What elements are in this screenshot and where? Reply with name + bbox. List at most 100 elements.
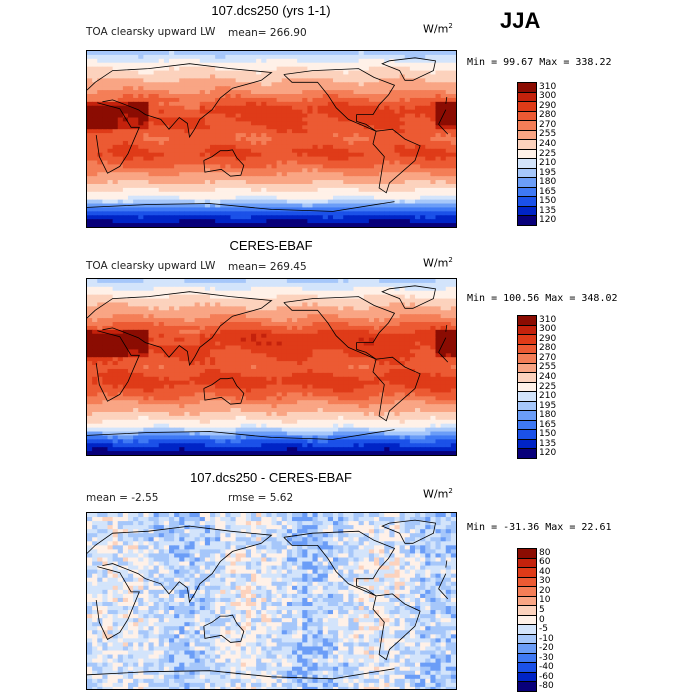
panel1-map-cell (399, 144, 406, 150)
panel1-map-cell (353, 121, 360, 126)
panel2-map-cell (102, 298, 109, 304)
panel2-map-cell (322, 349, 329, 354)
panel1-map-cell (445, 207, 452, 212)
panel2-map-cell (215, 361, 221, 366)
panel1-map-cell (266, 51, 273, 56)
panel1-map-cell (435, 90, 442, 95)
panel1-map-cell (189, 58, 196, 64)
panel1-map-cell (404, 121, 411, 126)
panel1-map-cell (225, 125, 232, 130)
panel2-map-cell (338, 349, 344, 354)
panel2-map-cell (128, 310, 134, 315)
panel1-map-cell (215, 199, 221, 205)
panel1-map-cell (420, 211, 426, 216)
panel1-map-cell (353, 219, 360, 224)
panel2-map-cell (286, 337, 293, 343)
panel1-map-cell (128, 176, 134, 181)
panel1-map-cell (379, 54, 385, 60)
panel1-map-cell (102, 156, 109, 162)
panel2-map-cell (189, 306, 196, 311)
panel1-map-cell (404, 97, 411, 103)
panel2-map-cell (343, 318, 349, 323)
panel2-map-cell (174, 329, 180, 335)
panel1-map-cell (107, 51, 114, 56)
panel1-map-cell (415, 211, 421, 216)
panel1-map-cell (415, 144, 421, 150)
panel2-map-cell (425, 365, 431, 370)
panel2-map-cell (194, 310, 201, 315)
panel1-map-cell (358, 223, 365, 227)
panel1-map-cell (266, 183, 273, 189)
panel1-map-cell (230, 219, 237, 224)
panel2-map-cell (425, 279, 431, 284)
panel1-map-cell (117, 223, 124, 227)
panel2-map-cell (215, 310, 221, 315)
panel1-map-cell (394, 97, 401, 103)
panel2-map-cell (445, 298, 452, 304)
panel1-map-cell (286, 215, 293, 220)
panel2-map-cell (245, 282, 252, 288)
panel1-map-cell (215, 54, 221, 60)
panel1-map-cell (409, 172, 416, 177)
panel1-map-cell (210, 211, 216, 216)
panel1-map-cell (384, 86, 390, 91)
panel1-map-cell (317, 82, 324, 87)
panel1-map-cell (374, 199, 380, 205)
panel1-map-cell (204, 105, 211, 111)
panel1-map-cell (302, 94, 308, 99)
panel1-map-cell (343, 140, 349, 146)
panel2-map-cell (297, 282, 303, 288)
panel2-map-cell (276, 318, 283, 323)
panel2-map-cell (97, 353, 103, 358)
panel2-map-cell (256, 361, 262, 366)
panel1-map-cell (199, 101, 206, 107)
panel1-map-cell (179, 211, 185, 216)
panel1-map-cell (102, 211, 109, 216)
panel1-map-cell (235, 172, 242, 177)
panel2-map-cell (333, 341, 339, 347)
panel2-map-cell (210, 361, 216, 366)
panel1-map-cell (148, 215, 155, 220)
panel2-map-cell (450, 329, 456, 335)
panel2-map-cell (286, 322, 293, 327)
panel1-map-cell (143, 133, 150, 138)
panel1-map-cell (302, 199, 308, 205)
panel2-map-cell (425, 302, 431, 307)
panel1-map-cell (317, 90, 324, 95)
panel1-map-cell (204, 168, 211, 173)
panel2-map-cell (133, 310, 139, 315)
panel1-map-cell (235, 195, 242, 201)
panel1-map-cell (189, 187, 196, 193)
panel1-map-cell (122, 144, 129, 150)
panel2-map-cell (399, 345, 406, 350)
panel2-map-cell (276, 345, 283, 350)
panel2-map-cell (163, 357, 170, 362)
panel1-map-cell (271, 58, 278, 64)
panel1-map-cell (409, 168, 416, 173)
panel2-map-cell (128, 318, 134, 323)
panel2-map-cell (450, 357, 456, 362)
panel2-map-cell (251, 279, 257, 284)
panel1-map-cell (358, 58, 365, 64)
panel1-map-cell (333, 144, 339, 150)
panel1-map-cell (450, 140, 456, 146)
panel1-map-cell (174, 129, 180, 134)
panel1-map-cell (281, 94, 288, 99)
panel1-map-cell (420, 121, 426, 126)
panel2-map-cell (271, 357, 278, 362)
panel1-map-cell (440, 207, 447, 212)
panel2-map-cell (363, 361, 370, 366)
panel1-map-cell (276, 58, 283, 64)
panel2-map-cell (435, 345, 442, 350)
panel1-map-cell (230, 160, 237, 166)
panel1-map-cell (333, 160, 339, 166)
panel1-map-cell (220, 140, 226, 146)
panel2-map-cell (240, 282, 247, 288)
panel1-map-cell (204, 148, 211, 154)
panel1-map-cell (379, 144, 385, 150)
panel1-map-cell (163, 183, 170, 189)
panel2-map-cell (245, 290, 252, 296)
panel1-map-cell (266, 168, 273, 173)
panel1-map-cell (281, 148, 288, 154)
panel2-map-cell (220, 310, 226, 315)
